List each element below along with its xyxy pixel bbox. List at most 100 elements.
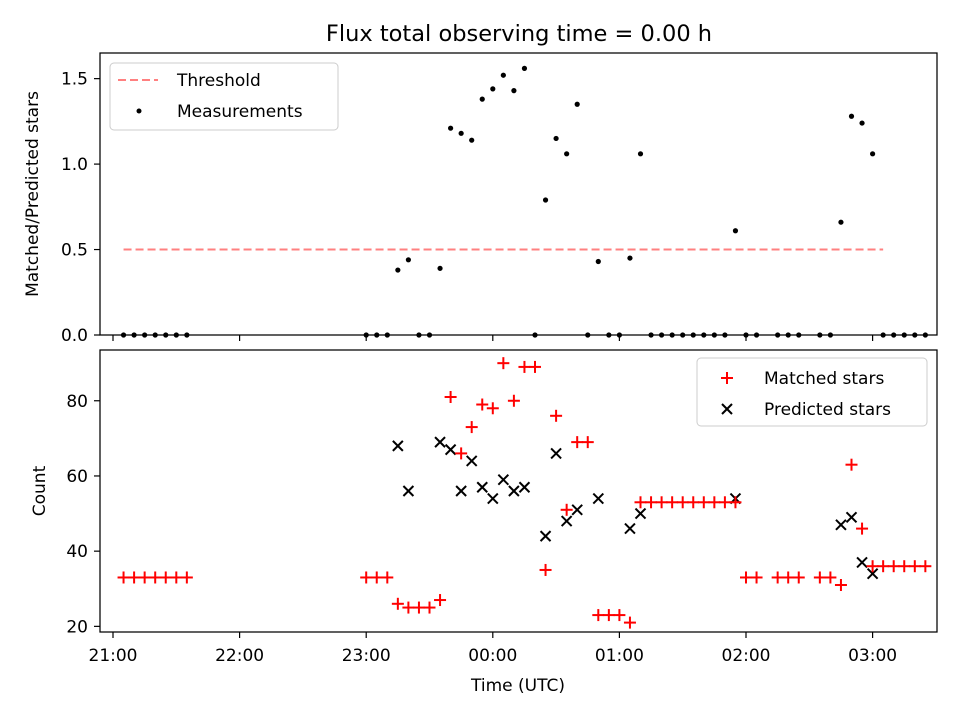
- measurement-point: [479, 96, 485, 102]
- predicted-star-point: [518, 481, 531, 493]
- predicted-star-point: [560, 515, 573, 527]
- predicted-star-point: [402, 485, 415, 497]
- matched-star-point: [845, 458, 858, 471]
- matched-star-point: [571, 436, 584, 449]
- matched-star-point: [718, 496, 731, 509]
- matched-star-point: [486, 402, 499, 415]
- matched-star-point: [149, 571, 162, 584]
- predicted-star-point: [634, 507, 647, 520]
- matched-star-point: [771, 571, 784, 584]
- matched-star-point: [898, 560, 911, 573]
- matched-star-point: [676, 496, 689, 509]
- measurement-point: [574, 101, 580, 107]
- matched-star-point: [623, 616, 636, 629]
- matched-star-point: [666, 496, 679, 509]
- measurement-point: [870, 151, 876, 157]
- matched-star-point: [887, 560, 900, 573]
- matched-star-point: [360, 571, 373, 584]
- matched-star-point: [613, 609, 626, 622]
- matched-star-point: [655, 496, 668, 509]
- matched-star-point: [877, 560, 890, 573]
- matched-star-point: [602, 609, 615, 622]
- matched-star-point: [645, 496, 658, 509]
- x-tick-label: 00:00: [468, 646, 517, 666]
- count-y-tick-label: 20: [66, 617, 88, 637]
- ratio-x-ticks: [112, 335, 874, 341]
- matched-star-point: [497, 357, 510, 370]
- matched-star-point: [866, 560, 879, 573]
- predicted-star-point: [465, 455, 478, 467]
- matched-star-point: [697, 496, 710, 509]
- x-tick-label: 01:00: [595, 646, 644, 666]
- predicted-star-point: [571, 504, 583, 516]
- predicted-star-point: [624, 522, 636, 535]
- count-y-tick-label: 80: [66, 392, 88, 412]
- matched-star-point: [476, 398, 489, 411]
- matched-star-point: [560, 503, 573, 516]
- count-y-tick-label: 60: [66, 467, 88, 487]
- matched-star-point: [444, 391, 457, 403]
- matched-star-point: [370, 571, 383, 584]
- matched-star-point: [381, 571, 394, 584]
- matched-star-point: [465, 421, 478, 434]
- predicted-star-point: [392, 440, 404, 452]
- count-y-tick-label: 40: [66, 542, 88, 562]
- matched-star-point: [518, 360, 531, 373]
- matched-star-point: [782, 571, 795, 584]
- count-legend-box: [696, 357, 928, 427]
- measurement-point: [458, 130, 464, 136]
- measurement-point: [553, 135, 559, 142]
- measurement-point: [437, 265, 443, 271]
- predicted-star-point: [856, 556, 868, 569]
- matched-star-point: [750, 571, 763, 584]
- matched-star-point: [117, 571, 130, 584]
- predicted-star-point: [444, 443, 457, 456]
- matched-star-point: [402, 601, 415, 614]
- predicted-star-point: [550, 447, 562, 460]
- matched-star-point: [919, 560, 932, 573]
- matched-star-point: [550, 409, 563, 422]
- measurement-point: [859, 120, 865, 126]
- measurement-point: [838, 219, 844, 225]
- predicted-star-point: [539, 530, 552, 542]
- measurement-point: [448, 125, 454, 131]
- matched-star-point: [824, 571, 837, 584]
- matched-star-point: [138, 571, 151, 584]
- matched-star-point: [391, 597, 404, 610]
- matched-star-point: [729, 496, 742, 509]
- x-tick-label: 21:00: [89, 646, 138, 666]
- matched-star-point: [159, 571, 172, 584]
- measurement-point: [395, 267, 401, 273]
- count-plot-area: [117, 357, 932, 629]
- predicted-star-point: [866, 568, 879, 580]
- predicted-star-point: [497, 474, 510, 486]
- predicted-star-point: [835, 519, 847, 531]
- matched-star-point: [813, 571, 826, 584]
- ratio-y-tick-label: 0.5: [61, 241, 88, 261]
- measurement-point: [627, 255, 633, 261]
- matched-star-point: [834, 579, 847, 591]
- x-tick-label: 22:00: [215, 646, 264, 666]
- ratio-axes-frame: [99, 52, 938, 336]
- matched-star-point: [170, 571, 183, 584]
- predicted-star-point: [455, 485, 467, 497]
- ratio-y-tick-label: 1.5: [61, 70, 88, 90]
- measurement-point: [521, 65, 528, 71]
- matched-star-point: [908, 560, 921, 573]
- matched-star-point: [507, 394, 520, 407]
- measurement-point: [511, 88, 517, 94]
- predicted-legend-swatch: [721, 403, 733, 415]
- predicted-star-point: [476, 481, 488, 493]
- matched-star-point: [634, 496, 647, 509]
- predicted-star-point: [434, 436, 446, 448]
- measurement-point: [542, 197, 549, 203]
- count-y-axis-label: Count: [30, 465, 50, 516]
- predicted-star-point: [592, 492, 605, 505]
- measurement-point: [595, 258, 601, 265]
- matched-star-point: [740, 571, 752, 584]
- x-tick-label: 23:00: [342, 646, 391, 666]
- matched-star-point: [455, 447, 468, 460]
- matched-star-point: [687, 496, 700, 509]
- measurement-point: [564, 151, 570, 157]
